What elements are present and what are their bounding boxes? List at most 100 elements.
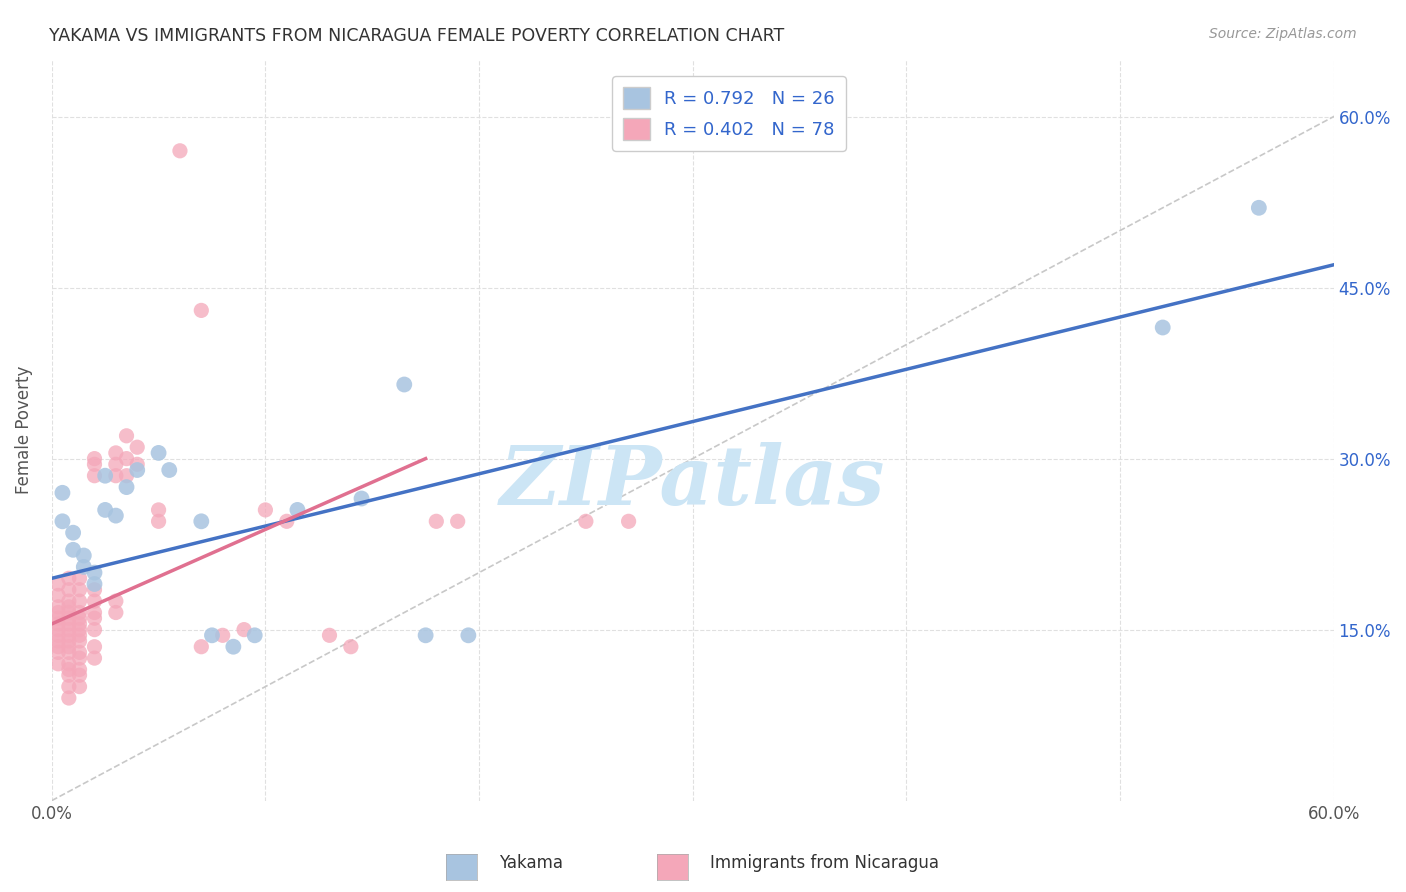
Point (69, 651, 91, 665)
Point (83, 623, 105, 637)
Point (94, 503, 117, 517)
Point (58, 680, 80, 694)
Point (46, 616, 69, 631)
Point (69, 606, 91, 620)
Point (83, 606, 105, 620)
Point (62, 542, 84, 557)
Point (254, 503, 277, 517)
Point (58, 611, 80, 625)
Point (83, 468, 105, 483)
Point (58, 691, 80, 706)
Point (115, 468, 138, 483)
Point (58, 634, 80, 648)
Point (46, 623, 69, 637)
Point (104, 468, 127, 483)
Point (457, 628, 479, 642)
Point (46, 628, 69, 642)
Text: YAKAMA VS IMMIGRANTS FROM NICARAGUA FEMALE POVERTY CORRELATION CHART: YAKAMA VS IMMIGRANTS FROM NICARAGUA FEMA… (49, 27, 785, 45)
Point (104, 606, 127, 620)
Text: Immigrants from Nicaragua: Immigrants from Nicaragua (710, 855, 939, 872)
Point (148, 503, 170, 517)
Point (46, 589, 69, 603)
Point (83, 651, 105, 665)
Point (83, 577, 105, 591)
Point (83, 582, 105, 597)
Point (58, 582, 80, 597)
Point (340, 640, 363, 654)
Point (69, 594, 91, 608)
Point (58, 668, 80, 682)
Point (415, 628, 437, 642)
Point (69, 623, 91, 637)
Point (127, 458, 149, 472)
Point (69, 634, 91, 648)
Point (318, 628, 340, 642)
Text: ZIPatlas: ZIPatlas (501, 442, 886, 522)
Point (58, 645, 80, 659)
Point (83, 640, 105, 654)
Point (127, 440, 149, 454)
Point (447, 514, 470, 528)
Point (46, 599, 69, 614)
Point (243, 628, 266, 642)
Legend: R = 0.792   N = 26, R = 0.402   N = 78: R = 0.792 N = 26, R = 0.402 N = 78 (612, 76, 846, 151)
Point (148, 446, 170, 460)
Point (51, 485, 73, 500)
Point (104, 446, 127, 460)
Point (617, 514, 640, 528)
Point (58, 571, 80, 585)
Point (425, 514, 447, 528)
Point (190, 640, 212, 654)
Point (69, 680, 91, 694)
Point (83, 594, 105, 608)
Point (1152, 320, 1174, 334)
Point (148, 514, 170, 528)
Point (58, 623, 80, 637)
Point (69, 668, 91, 682)
Point (46, 657, 69, 671)
Point (69, 582, 91, 597)
Point (46, 640, 69, 654)
Point (169, 144, 191, 158)
Point (190, 303, 212, 318)
Point (287, 503, 309, 517)
Point (83, 458, 105, 472)
Point (127, 463, 149, 477)
Point (83, 566, 105, 580)
Point (46, 645, 69, 659)
Point (46, 611, 69, 625)
Point (58, 640, 80, 654)
Text: Source: ZipAtlas.com: Source: ZipAtlas.com (1209, 27, 1357, 41)
Point (94, 468, 117, 483)
Text: Yakama: Yakama (499, 855, 564, 872)
Point (58, 663, 80, 677)
Point (211, 628, 233, 642)
Point (190, 514, 212, 528)
Point (394, 377, 416, 392)
Point (575, 514, 598, 528)
Point (73, 560, 96, 574)
Point (58, 606, 80, 620)
Point (1247, 201, 1270, 215)
Point (69, 611, 91, 625)
Point (58, 616, 80, 631)
Point (58, 594, 80, 608)
Point (104, 458, 127, 472)
Point (201, 628, 224, 642)
Point (73, 549, 96, 563)
Point (58, 599, 80, 614)
Point (69, 571, 91, 585)
Point (276, 514, 298, 528)
Point (69, 628, 91, 642)
Point (69, 663, 91, 677)
Point (46, 634, 69, 648)
Point (222, 640, 245, 654)
Point (104, 594, 127, 608)
Point (233, 623, 256, 637)
Point (46, 606, 69, 620)
Point (69, 645, 91, 659)
Point (83, 451, 105, 466)
Y-axis label: Female Poverty: Female Poverty (15, 366, 32, 494)
Point (157, 463, 180, 477)
Point (115, 480, 138, 494)
